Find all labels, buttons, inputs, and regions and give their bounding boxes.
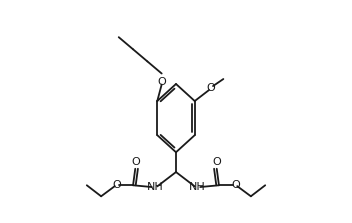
- Text: O: O: [231, 180, 240, 190]
- Text: NH: NH: [189, 182, 205, 192]
- Text: O: O: [207, 83, 216, 93]
- Text: O: O: [112, 180, 121, 190]
- Text: O: O: [157, 77, 166, 87]
- Text: NH: NH: [147, 182, 163, 192]
- Text: O: O: [212, 157, 221, 167]
- Text: O: O: [131, 157, 140, 167]
